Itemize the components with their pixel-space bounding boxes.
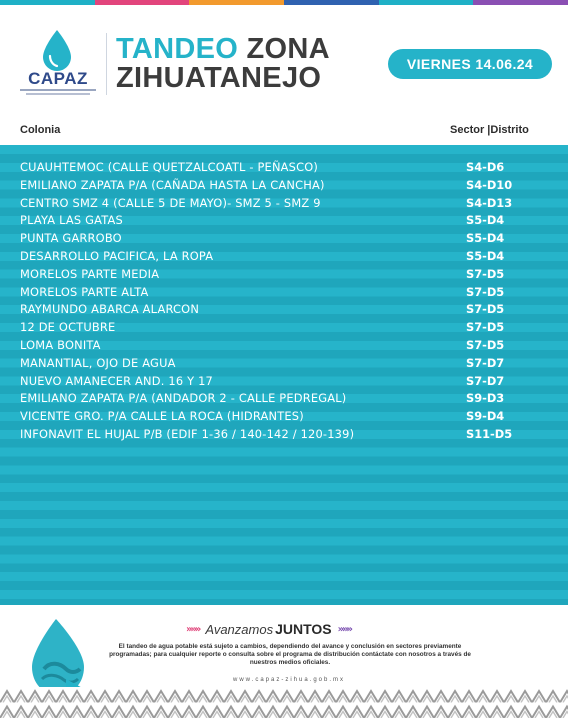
- colonia-name: NUEVO AMANECER AND. 16 Y 17: [20, 373, 213, 388]
- table-row: CENTRO SMZ 4 (CALLE 5 DE MAYO)- SMZ 5 - …: [0, 194, 568, 212]
- colonia-name: MORELOS PARTE ALTA: [20, 284, 149, 299]
- table-row: MANANTIAL, OJO DE AGUA S7-D7: [0, 354, 568, 372]
- sector-district-code: S5-D4: [466, 248, 505, 263]
- logo-subtitle-line: [26, 93, 90, 95]
- header: CAPAZ TANDEO ZONA ZIHUATANEJO VIERNES 14…: [0, 5, 568, 115]
- slogan-bold: JUNTOS: [275, 621, 332, 637]
- logo-text: CAPAZ: [28, 69, 88, 88]
- column-headers: Colonia Sector |Distrito: [0, 115, 568, 145]
- table-row: CUAUHTEMOC (CALLE QUETZALCOATL - PEÑASCO…: [0, 158, 568, 176]
- sector-district-code: S5-D4: [466, 213, 505, 228]
- table-row: INFONAVIT EL HUJAL P/B (EDIF 1-36 / 140-…: [0, 425, 568, 443]
- top-bar-segment: [378, 0, 474, 5]
- sector-district-code: S4-D10: [466, 177, 513, 192]
- table-row: PLAYA LAS GATAS S5-D4: [0, 211, 568, 229]
- capaz-logo: CAPAZ: [16, 29, 100, 101]
- header-divider: [106, 33, 107, 95]
- sector-district-code: S7-D5: [466, 320, 505, 335]
- title-word-tandeo: TANDEO: [116, 33, 239, 65]
- colonia-name: DESARROLLO PACIFICA, LA ROPA: [20, 248, 214, 263]
- table-row: NUEVO AMANECER AND. 16 Y 17 S7-D7: [0, 372, 568, 390]
- slogan-arrows-right: »»»: [337, 623, 353, 635]
- colonia-name: CENTRO SMZ 4 (CALLE 5 DE MAYO)- SMZ 5 - …: [20, 195, 321, 210]
- table-row: EMILIANO ZAPATA P/A (CAÑADA HASTA LA CAN…: [0, 176, 568, 194]
- sector-district-code: S7-D5: [466, 302, 505, 317]
- table-row: DESARROLLO PACIFICA, LA ROPA S5-D4: [0, 247, 568, 265]
- colonia-name: INFONAVIT EL HUJAL P/B (EDIF 1-36 / 140-…: [20, 426, 355, 441]
- website-link[interactable]: www.capaz-zihua.gob.mx: [232, 677, 346, 683]
- colonia-name: VICENTE GRO. P/A CALLE LA ROCA (HIDRANTE…: [20, 409, 304, 424]
- colonia-name: MORELOS PARTE MEDIA: [20, 266, 160, 281]
- sector-district-code: S7-D5: [466, 266, 505, 281]
- colonia-name: EMILIANO ZAPATA P/A (CAÑADA HASTA LA CAN…: [20, 177, 325, 192]
- slogan-regular: Avanzamos: [205, 621, 274, 637]
- colonia-name: PUNTA GARROBO: [20, 231, 122, 246]
- table-row: MORELOS PARTE ALTA S7-D5: [0, 283, 568, 301]
- water-drop-icon: [43, 30, 71, 71]
- sector-district-code: S7-D7: [466, 355, 505, 370]
- column-header-colonia: Colonia: [20, 124, 61, 136]
- sector-district-code: S4-D13: [466, 195, 513, 210]
- sector-district-code: S9-D3: [466, 391, 505, 406]
- sector-district-code: S7-D5: [466, 337, 505, 352]
- top-bar-segment: [473, 0, 568, 5]
- colonia-name: PLAYA LAS GATAS: [20, 213, 123, 228]
- colonia-name: CUAUHTEMOC (CALLE QUETZALCOATL - PEÑASCO…: [20, 160, 319, 174]
- sector-district-code: S4-D6: [466, 160, 505, 174]
- date-badge: VIERNES 14.06.24: [388, 49, 552, 79]
- table-rows: CUAUHTEMOC (CALLE QUETZALCOATL - PEÑASCO…: [0, 158, 568, 443]
- top-bar-segment: [189, 0, 285, 5]
- table-row: RAYMUNDO ABARCA ALARCON S7-D5: [0, 300, 568, 318]
- capaz-emblem-icon: [32, 619, 88, 703]
- top-bar-segment: [0, 0, 95, 5]
- sector-district-code: S7-D7: [466, 373, 505, 388]
- sector-district-code: S11-D5: [466, 426, 513, 441]
- colonia-name: LOMA BONITA: [20, 337, 101, 352]
- table-row: PUNTA GARROBO S5-D4: [0, 229, 568, 247]
- sector-district-code: S9-D4: [466, 409, 505, 424]
- title-word-zona: ZONA: [246, 33, 330, 65]
- table-row: VICENTE GRO. P/A CALLE LA ROCA (HIDRANTE…: [0, 407, 568, 425]
- table-row: MORELOS PARTE MEDIA S7-D5: [0, 265, 568, 283]
- table-row: LOMA BONITA S7-D5: [0, 336, 568, 354]
- top-color-bar: [0, 0, 568, 5]
- colonia-name: MANANTIAL, OJO DE AGUA: [20, 355, 176, 370]
- table-row: EMILIANO ZAPATA P/A (ANDADOR 2 - CALLE P…: [0, 389, 568, 407]
- logo-subtitle-line: [20, 89, 96, 91]
- slogan: »»» Avanzamos JUNTOS »»»: [186, 621, 353, 637]
- top-bar-segment: [94, 0, 190, 5]
- footer: »»» Avanzamos JUNTOS »»» El tandeo de ag…: [0, 605, 568, 718]
- slogan-arrows-left: »»»: [186, 623, 201, 635]
- schedule-table: CUAUHTEMOC (CALLE QUETZALCOATL - PEÑASCO…: [0, 145, 568, 605]
- page-title: TANDEO ZONA ZIHUATANEJO: [116, 35, 330, 93]
- disclaimer-text: El tandeo de agua potable está sujeto a …: [109, 643, 471, 666]
- sector-district-code: S7-D5: [466, 284, 505, 299]
- table-row: 12 DE OCTUBRE S7-D5: [0, 318, 568, 336]
- column-header-sector: Sector |Distrito: [450, 124, 529, 136]
- colonia-name: EMILIANO ZAPATA P/A (ANDADOR 2 - CALLE P…: [20, 391, 347, 406]
- title-line-zihuatanejo: ZIHUATANEJO: [116, 62, 322, 94]
- sector-district-code: S5-D4: [466, 231, 505, 246]
- decorative-pattern: [0, 687, 568, 718]
- colonia-name: RAYMUNDO ABARCA ALARCON: [20, 302, 200, 317]
- colonia-name: 12 DE OCTUBRE: [20, 320, 116, 335]
- top-bar-segment: [284, 0, 379, 5]
